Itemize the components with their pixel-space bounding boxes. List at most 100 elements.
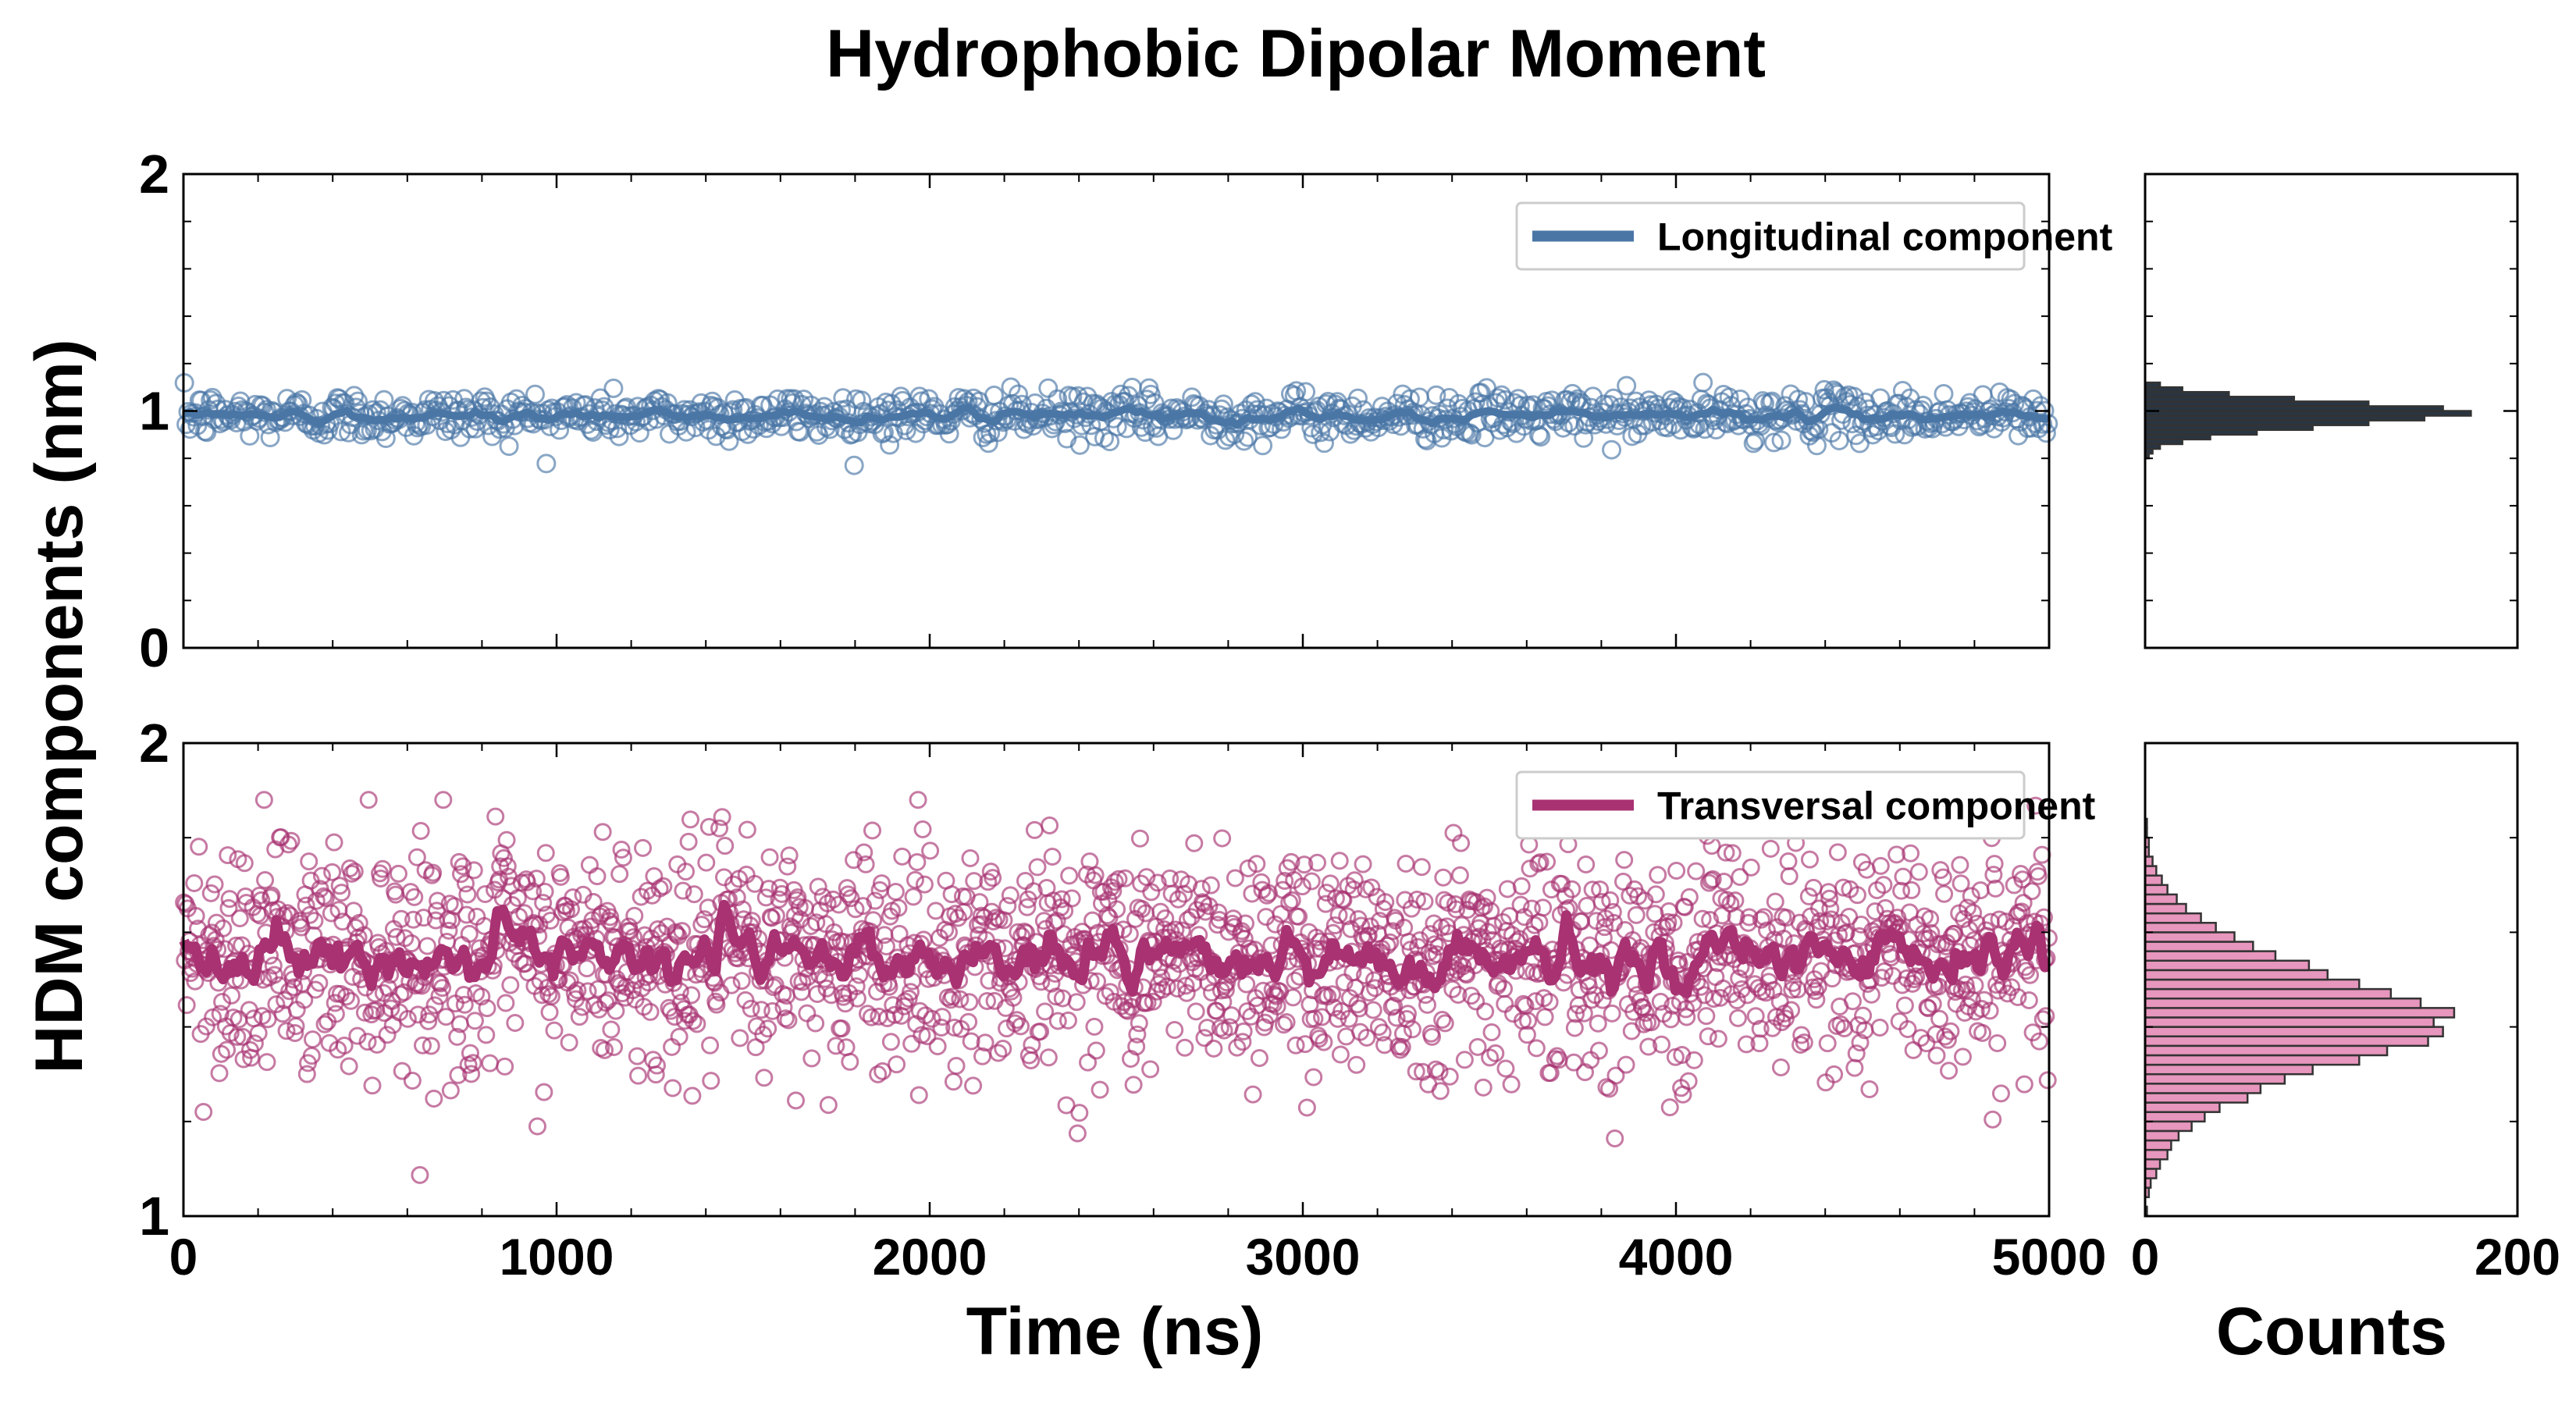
top-data-point: [603, 378, 624, 398]
bottom-data-point: [1041, 816, 1059, 835]
bottom-data-point: [1567, 1005, 1585, 1023]
bottom-data-point: [1799, 887, 1818, 905]
bottom-data-point: [1166, 920, 1185, 939]
bottom-data-point: [252, 891, 271, 909]
bottom-data-point: [873, 1062, 892, 1080]
bottom-data-point: [588, 867, 607, 886]
bottom-data-point: [407, 848, 426, 866]
bottom-data-point: [895, 992, 914, 1011]
bottom-data-point: [343, 864, 361, 883]
bottom-data-point: [1200, 897, 1219, 916]
bottom-data-point: [249, 1024, 268, 1043]
bottom-data-point: [610, 865, 629, 884]
bottom-hist-bar: [2144, 1148, 2169, 1161]
bottom-data-point: [1823, 969, 1841, 988]
bottom-data-point: [535, 1083, 553, 1101]
bottom-data-point: [1975, 991, 1994, 1009]
bottom-data-point: [325, 833, 343, 852]
top-ytick-label: 2: [139, 144, 169, 205]
bottom-data-point: [258, 1053, 276, 1072]
bottom-hist-bar: [2144, 1083, 2262, 1094]
bottom-data-point: [1589, 1014, 1607, 1033]
bottom-data-point: [1127, 1037, 1146, 1056]
bottom-data-point: [1907, 967, 1926, 986]
bottom-data-point: [1755, 908, 1774, 927]
bottom-data-point: [1304, 1068, 1323, 1087]
top-timeseries-panel: Longitudinal component 0 1 2: [139, 144, 2113, 678]
bottom-data-point: [1423, 1027, 1442, 1046]
bottom-data-point: [994, 1040, 1012, 1058]
bottom-data-point: [404, 910, 423, 929]
bottom-data-point: [1079, 1053, 1098, 1072]
bottom-data-point: [902, 983, 920, 1001]
bottom-data-point: [1436, 1014, 1454, 1033]
top-data-point: [833, 388, 853, 408]
bottom-data-point: [1433, 1011, 1452, 1030]
bottom-data-point: [2023, 1023, 2042, 1042]
bottom-data-point: [220, 890, 239, 909]
bottom-data-point: [570, 1008, 589, 1026]
top-data-point: [550, 420, 570, 440]
bottom-data-point: [2015, 1075, 2033, 1094]
bottom-data-point: [1742, 858, 1760, 877]
bottom-data-point: [1486, 1044, 1505, 1062]
bottom-data-point: [337, 987, 356, 1006]
bottom-data-point: [809, 877, 827, 896]
bottom-data-point: [414, 1036, 432, 1055]
bottom-data-point: [297, 1065, 316, 1083]
bottom-data-point: [1807, 991, 1826, 1009]
bottom-data-point: [832, 1019, 851, 1038]
bottom-data-point: [1120, 924, 1139, 943]
bottom-data-point: [1646, 885, 1665, 904]
bottom-xtick-label: 2000: [873, 1228, 987, 1286]
bottom-data-point: [464, 861, 483, 880]
bottom-data-point: [540, 1003, 559, 1022]
top-data-point: [1771, 430, 1791, 450]
bottom-data-point: [264, 956, 283, 975]
bottom-data-point: [674, 881, 692, 900]
bottom-data-point: [1028, 858, 1047, 877]
bottom-data-point: [245, 1034, 264, 1053]
bottom-data-point: [921, 841, 940, 860]
top-ytick-label: 0: [139, 617, 169, 678]
x-axis-label-counts: Counts: [2216, 1294, 2447, 1369]
bottom-data-point: [1577, 855, 1596, 874]
bottom-legend-label: Transversal component: [1657, 784, 2096, 828]
bottom-hist-bar: [2144, 893, 2178, 905]
bottom-data-point: [1266, 915, 1285, 934]
top-data-point: [1762, 391, 1782, 411]
bottom-data-point: [1478, 888, 1496, 907]
top-data-point: [1131, 417, 1151, 437]
bottom-data-point: [1919, 999, 1937, 1018]
bottom-data-point: [1830, 926, 1848, 944]
bottom-data-point: [1704, 990, 1723, 1008]
bottom-data-point: [228, 1027, 247, 1046]
bottom-data-point: [1308, 853, 1327, 872]
bottom-data-point: [731, 1029, 749, 1048]
bottom-data-point: [1660, 1098, 1679, 1117]
bottom-data-point: [1282, 852, 1300, 871]
bottom-data-point: [1715, 873, 1734, 891]
bottom-data-point: [732, 972, 751, 991]
bottom-data-point: [187, 906, 205, 925]
bottom-data-point: [1938, 1030, 1957, 1049]
bottom-data-point: [430, 987, 449, 1005]
bottom-data-point: [979, 873, 998, 891]
bottom-data-point: [213, 993, 232, 1012]
bottom-data-point: [596, 1040, 614, 1059]
bottom-data-point: [1016, 872, 1034, 891]
bottom-data-point: [1418, 995, 1437, 1014]
bottom-data-point: [1340, 1009, 1358, 1028]
bottom-hist-bar: [2144, 950, 2277, 962]
bottom-data-point: [1286, 1036, 1305, 1055]
top-data-point: [1461, 425, 1482, 445]
bottom-data-point: [780, 846, 799, 865]
bottom-data-point: [1667, 862, 1686, 880]
top-data-point: [844, 455, 864, 475]
bottom-data-point: [568, 981, 587, 1000]
bottom-data-point: [634, 838, 653, 857]
bottom-data-point: [1803, 978, 1822, 997]
bottom-data-point: [628, 1047, 646, 1065]
bottom-data-point: [1105, 873, 1124, 891]
bottom-xtick-label: 0: [169, 1228, 198, 1286]
